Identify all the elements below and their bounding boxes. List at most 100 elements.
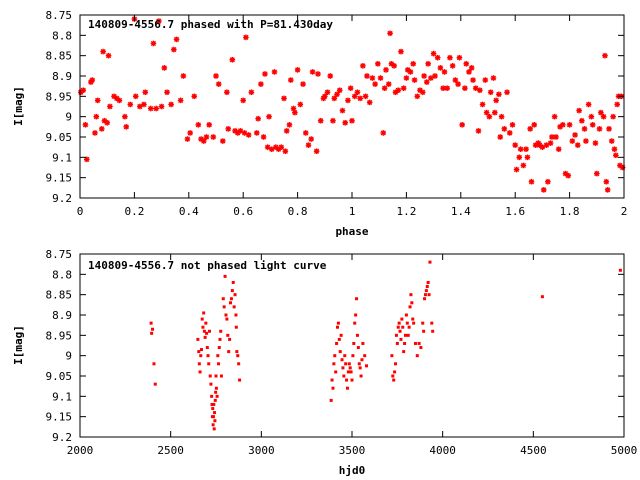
data-point bbox=[224, 89, 230, 96]
data-point bbox=[501, 126, 508, 132]
data-point bbox=[366, 99, 373, 106]
data-point bbox=[206, 122, 212, 128]
data-point bbox=[141, 101, 147, 108]
data-point bbox=[490, 75, 497, 81]
data-point bbox=[226, 333, 230, 337]
y-tick-label: 8.85 bbox=[46, 50, 73, 63]
data-point bbox=[230, 289, 234, 293]
data-point bbox=[391, 374, 395, 378]
data-point bbox=[353, 321, 357, 325]
data-point bbox=[335, 341, 339, 345]
data-point bbox=[344, 362, 348, 366]
data-point bbox=[283, 128, 290, 134]
data-point bbox=[211, 423, 215, 427]
data-point bbox=[93, 113, 100, 120]
data-point bbox=[594, 170, 600, 177]
data-point bbox=[540, 187, 547, 193]
data-point bbox=[322, 93, 328, 100]
x-tick-label: 4500 bbox=[520, 444, 547, 457]
data-point bbox=[191, 93, 198, 100]
data-point bbox=[447, 54, 453, 61]
data-point bbox=[199, 354, 203, 358]
data-point bbox=[437, 65, 444, 71]
data-point bbox=[520, 162, 527, 169]
data-point bbox=[235, 350, 239, 354]
data-point bbox=[161, 65, 168, 71]
data-point bbox=[492, 109, 498, 116]
data-point bbox=[513, 166, 520, 173]
data-point bbox=[394, 333, 398, 337]
data-point bbox=[197, 362, 201, 366]
data-point bbox=[413, 341, 417, 345]
data-point bbox=[122, 113, 128, 120]
data-point bbox=[207, 362, 211, 366]
data-point bbox=[171, 46, 177, 53]
data-point bbox=[215, 394, 219, 398]
data-point bbox=[202, 311, 206, 315]
data-point bbox=[618, 268, 622, 272]
x-tick-label: 3500 bbox=[339, 444, 366, 457]
data-point bbox=[391, 63, 397, 69]
data-point bbox=[417, 341, 421, 345]
data-point bbox=[286, 122, 293, 128]
data-point bbox=[132, 93, 139, 100]
data-point bbox=[349, 370, 353, 374]
data-point bbox=[150, 331, 154, 335]
data-point bbox=[425, 285, 429, 289]
y-axis-label: I[mag] bbox=[12, 86, 25, 126]
data-point bbox=[470, 77, 476, 83]
data-point bbox=[211, 407, 215, 411]
x-tick-label: 1.8 bbox=[560, 205, 580, 218]
data-point bbox=[151, 327, 155, 331]
data-point bbox=[509, 122, 516, 128]
data-point bbox=[414, 93, 421, 100]
data-point bbox=[82, 122, 89, 128]
data-point bbox=[116, 97, 123, 104]
y-tick-label: 8.95 bbox=[46, 90, 73, 103]
data-point bbox=[164, 89, 170, 96]
data-point bbox=[158, 103, 165, 110]
x-tick-label: 2500 bbox=[157, 444, 184, 457]
data-point bbox=[153, 105, 159, 112]
data-point bbox=[425, 61, 431, 67]
data-point bbox=[245, 132, 252, 138]
data-point bbox=[463, 61, 470, 67]
data-point bbox=[608, 138, 615, 144]
y-tick-label: 8.95 bbox=[46, 329, 73, 342]
data-point bbox=[362, 93, 369, 100]
data-point bbox=[228, 337, 232, 341]
data-point bbox=[214, 374, 218, 378]
data-point bbox=[602, 52, 608, 59]
data-point bbox=[107, 103, 113, 110]
data-point bbox=[619, 164, 626, 171]
data-point bbox=[531, 122, 538, 128]
data-point bbox=[475, 128, 482, 134]
data-point bbox=[364, 73, 370, 79]
data-point bbox=[528, 178, 535, 185]
data-point bbox=[327, 73, 334, 79]
data-point bbox=[357, 95, 363, 102]
data-point bbox=[572, 132, 578, 138]
data-point bbox=[219, 374, 223, 378]
data-point bbox=[444, 85, 450, 91]
x-axis-label: phase bbox=[335, 225, 368, 238]
data-point bbox=[516, 154, 523, 161]
data-point bbox=[576, 107, 582, 114]
x-tick-label: 5000 bbox=[611, 444, 638, 457]
data-point bbox=[336, 87, 343, 94]
data-point bbox=[205, 331, 209, 335]
data-point bbox=[581, 126, 588, 132]
data-point bbox=[424, 79, 430, 85]
y-tick-label: 9.1 bbox=[52, 390, 72, 403]
data-point bbox=[455, 81, 461, 87]
data-point bbox=[302, 130, 309, 136]
data-point bbox=[248, 89, 255, 96]
data-point bbox=[430, 321, 434, 325]
data-point bbox=[225, 126, 232, 132]
data-point bbox=[404, 313, 408, 317]
data-point bbox=[89, 77, 96, 83]
unphased-data-points bbox=[149, 260, 622, 431]
data-point bbox=[497, 134, 504, 140]
data-point bbox=[334, 91, 340, 98]
data-point bbox=[329, 398, 333, 402]
